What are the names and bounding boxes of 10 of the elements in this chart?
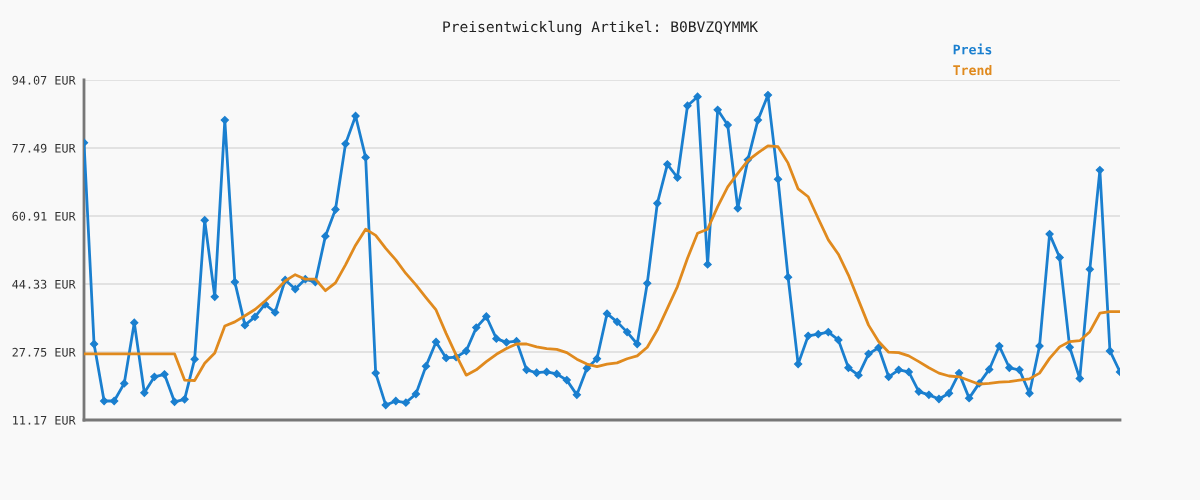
text: Preis (953, 43, 992, 55)
y-tick-label: 27.75 EUR (12, 347, 76, 357)
y-tick-label: 11.17 EUR (13, 415, 76, 425)
y-tick-label: 44.33 EUR (12, 279, 76, 289)
y-tick-label: 77.49 EUR (12, 143, 76, 153)
text: Trend (953, 64, 992, 76)
chart-title: Preisentwicklung Artikel: B0BVZQYMMK (443, 20, 758, 36)
y-tick-label: 94.07 EUR (12, 75, 76, 85)
y-tick-label: 60.91 EUR (12, 211, 76, 221)
line-series (84, 144, 1120, 386)
